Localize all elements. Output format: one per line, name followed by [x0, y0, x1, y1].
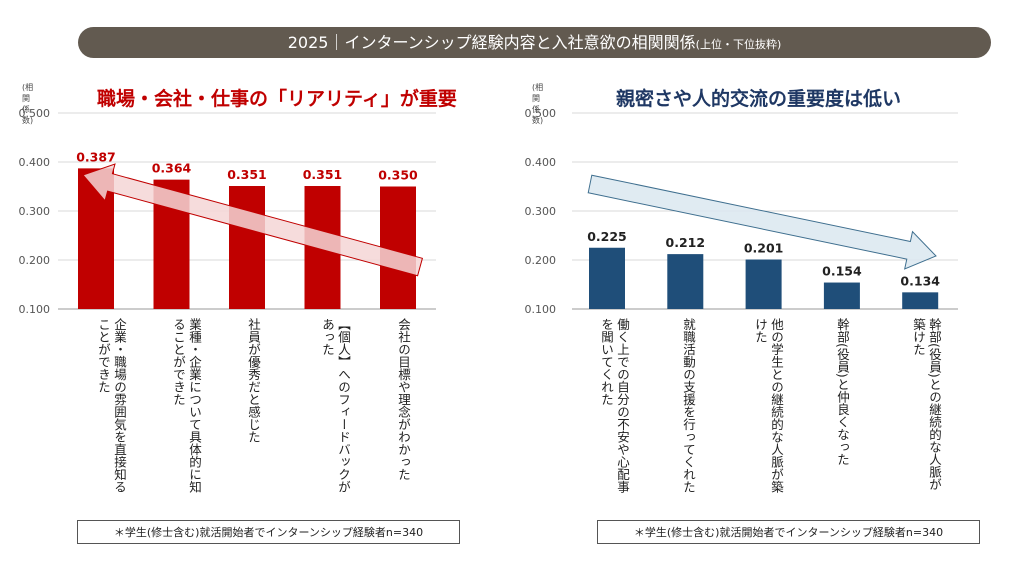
right-value-label-1: 0.225 — [587, 229, 627, 244]
left-bar-3 — [229, 186, 265, 309]
left-bar-5 — [380, 186, 416, 309]
right-sample-note: ＊学生(修士含む)就活開始者でインターンシップ経験者n=340 — [597, 520, 980, 544]
left-value-label-4: 0.351 — [303, 167, 343, 182]
left-category-label-3: 社員が優秀だと感じた — [246, 318, 261, 443]
banner-sub-text: (上位・下位抜粋) — [695, 38, 782, 51]
right-bar-3 — [745, 259, 782, 309]
left-category-label-2: 業種・企業について具体的に知 ることができた — [171, 318, 202, 493]
right-chart-title: 親密さや人的交流の重要度は低い — [616, 88, 902, 110]
right-y-tick-label: 0.500 — [525, 107, 557, 120]
right-category-label-2: 就職活動の支援を行ってくれた — [681, 318, 696, 493]
right-category-label-4: 幹部(役員)と仲良くなった — [835, 318, 850, 466]
right-value-label-4: 0.154 — [822, 264, 862, 279]
title-banner: 2025｜インターンシップ経験内容と入社意欲の相関関係(上位・下位抜粋) — [78, 27, 991, 58]
right-category-label-1: 働く上での自分の不安や心配事 を聞いてくれた — [599, 318, 630, 493]
left-y-tick-label: 0.500 — [19, 107, 51, 120]
right-bar-chart: 0.100 0.200 0.300 0.400 0.500 0.225 0.212 0.201… — [525, 107, 958, 316]
right-category-label-3: 他の学生との継続的な人脈が築 けた — [753, 318, 784, 493]
right-bar-5 — [902, 292, 939, 309]
left-value-label-3: 0.351 — [227, 167, 267, 182]
left-value-label-1: 0.387 — [76, 149, 116, 164]
right-y-tick-label: 0.200 — [525, 254, 557, 267]
left-trend-arrow — [82, 163, 424, 277]
right-bar-1 — [589, 247, 625, 309]
right-y-tick-label: 0.300 — [525, 205, 557, 218]
left-y-tick-label: 0.300 — [19, 205, 51, 218]
left-category-label-4: 【個人】へのフィードバックが あった — [320, 318, 351, 493]
right-y-unit: (相関係数) — [532, 83, 544, 125]
right-value-label-5: 0.134 — [900, 273, 940, 288]
right-value-label-2: 0.212 — [666, 235, 706, 250]
left-sample-note: ＊学生(修士含む)就活開始者でインターンシップ経験者n=340 — [77, 520, 460, 544]
left-category-label-1: 企業・職場の雰囲気を直接知る ことができた — [96, 318, 127, 493]
left-value-label-2: 0.364 — [152, 161, 192, 176]
left-chart-title: 職場・会社・仕事の「リアリティ」が重要 — [97, 88, 457, 110]
right-category-label-5: 幹部(役員)との継続的な人脈が 築けた — [911, 318, 942, 491]
right-bar-2 — [667, 254, 704, 309]
right-trend-arrow — [587, 174, 937, 270]
right-value-label-3: 0.201 — [744, 241, 784, 256]
left-y-tick-label: 0.200 — [19, 254, 51, 267]
banner-main-text: 2025｜インターンシップ経験内容と入社意欲の相関関係 — [287, 33, 696, 52]
left-y-unit: (相関係数) — [22, 83, 34, 125]
left-y-tick-label: 0.100 — [19, 303, 51, 316]
left-bar-1 — [78, 168, 114, 309]
right-y-tick-label: 0.100 — [525, 303, 557, 316]
left-y-tick-label: 0.400 — [19, 156, 51, 169]
right-bar-4 — [823, 282, 860, 309]
left-category-label-5: 会社の目標や理念がわかった — [396, 318, 411, 481]
right-y-tick-label: 0.400 — [525, 156, 557, 169]
left-bar-chart: 0.100 0.200 0.300 0.400 0.500 0.387 0.364 0.351… — [19, 107, 436, 316]
left-value-label-5: 0.350 — [378, 168, 418, 183]
